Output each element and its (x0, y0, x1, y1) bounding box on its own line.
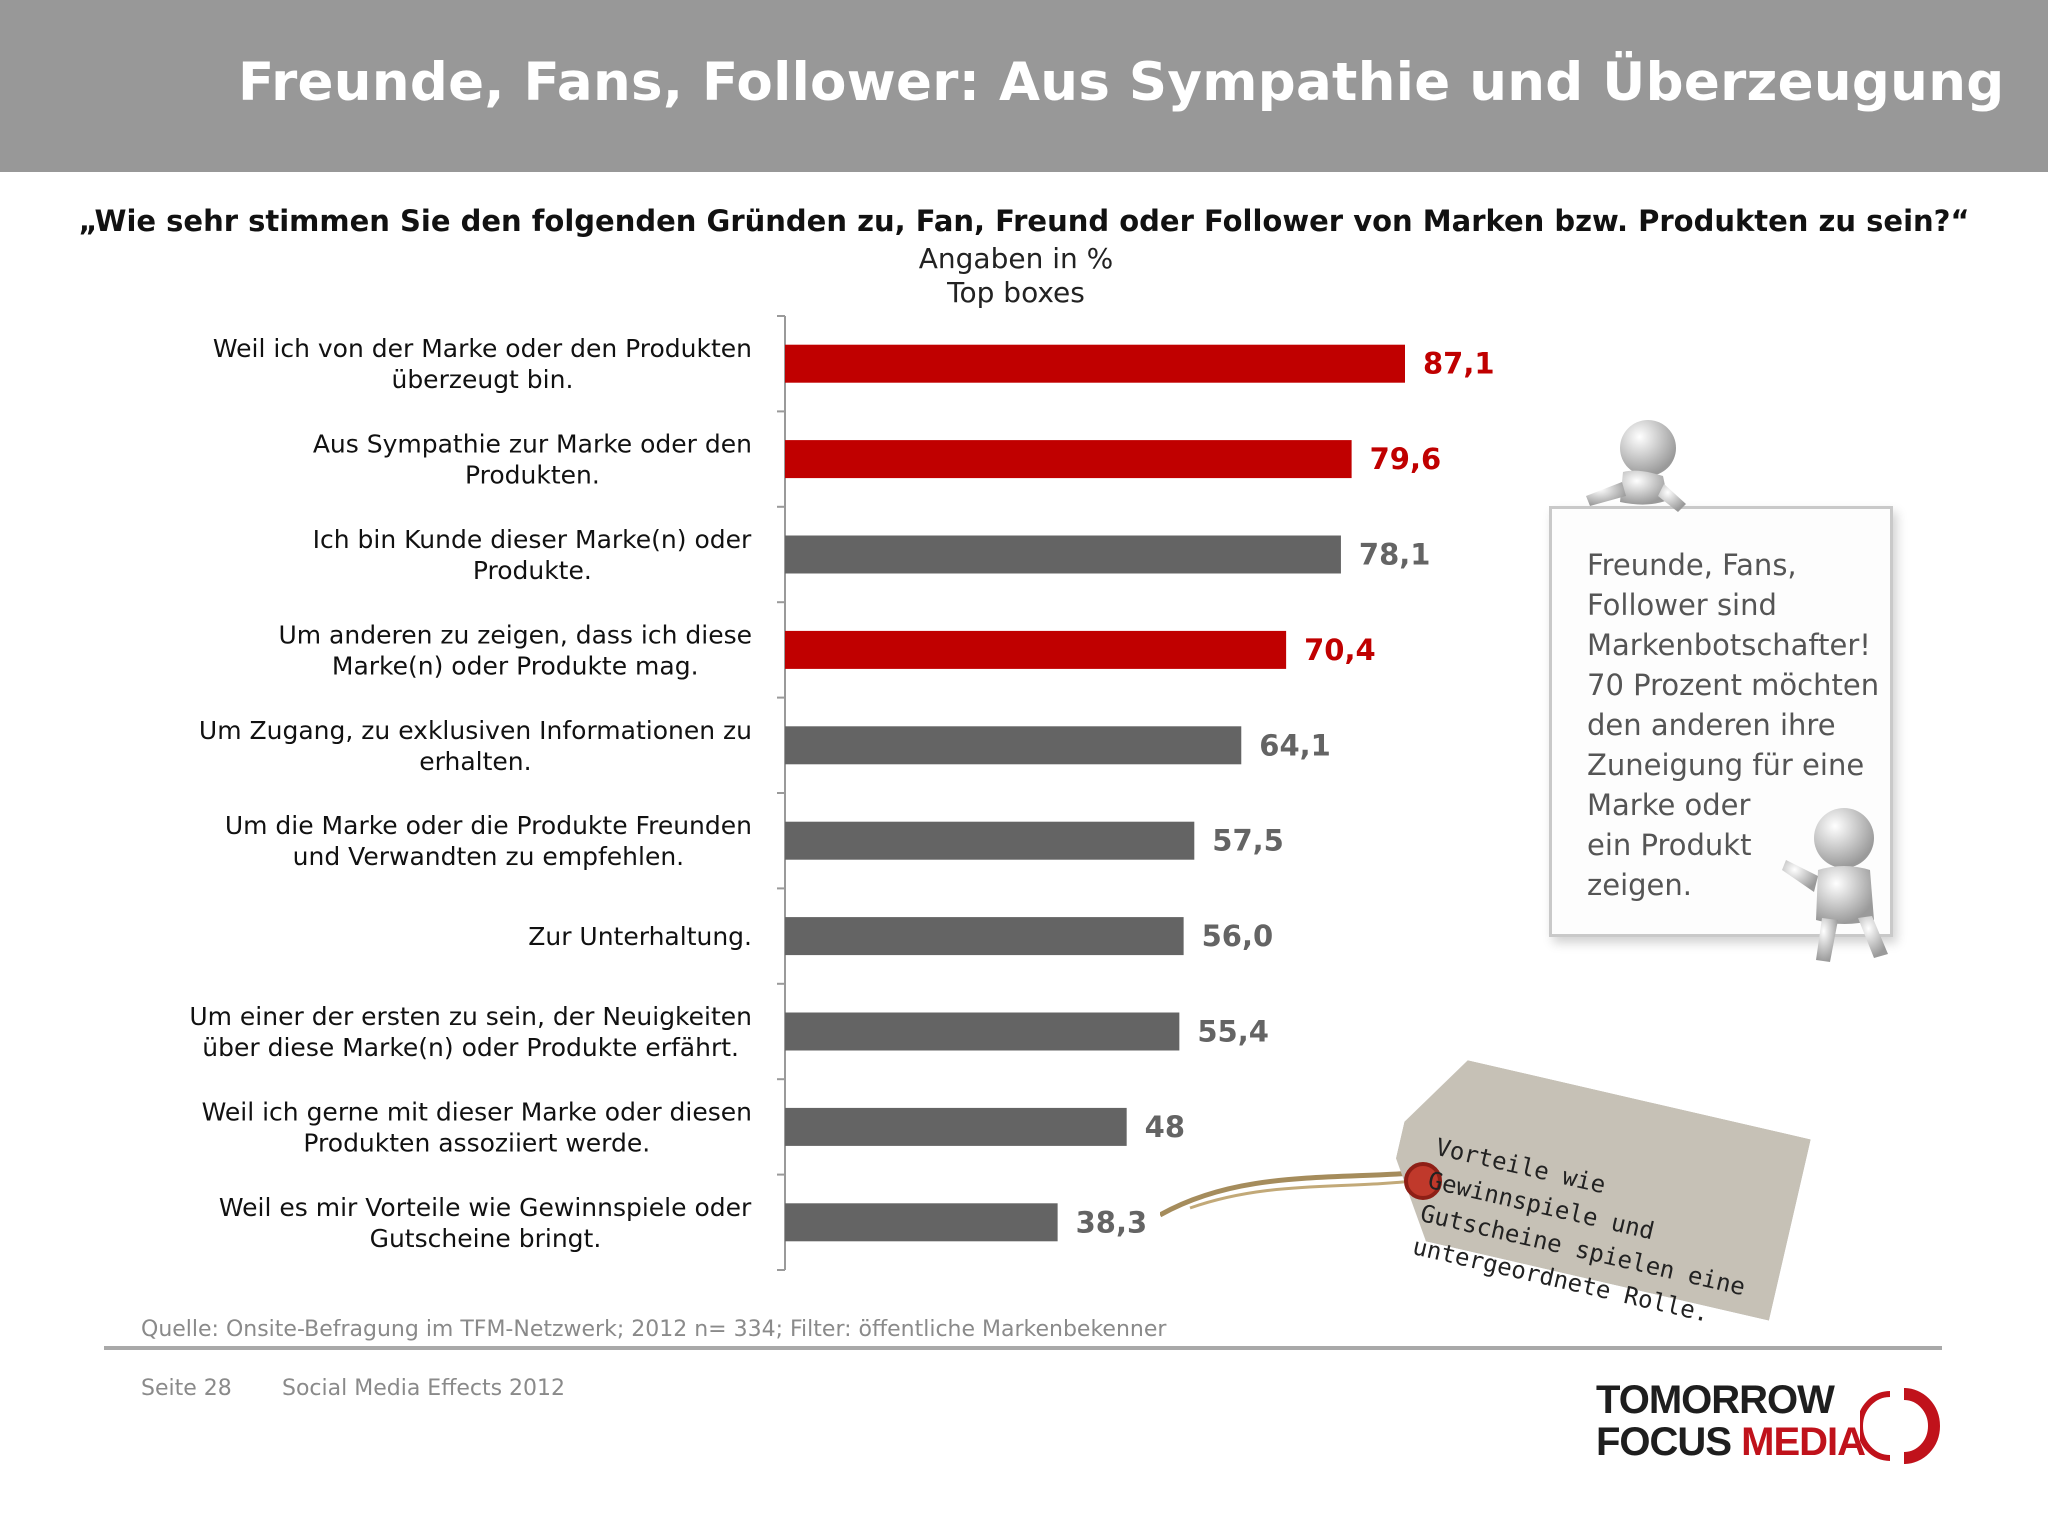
company-logo: TOMORROW FOCUS MEDIA (1596, 1378, 1946, 1464)
page-title: Freunde, Fans, Follower: Aus Sympathie u… (238, 52, 2005, 113)
page-number: Seite 28 (141, 1376, 232, 1401)
category-label: Gutscheine bringt. (370, 1224, 602, 1253)
category-label: Ich bin Kunde dieser Marke(n) oder (313, 525, 752, 554)
callout-line: Marke oder (1587, 788, 1751, 822)
category-label: und Verwandten zu empfehlen. (293, 842, 684, 871)
category-label: Um die Marke oder die Produkte Freunden (225, 811, 752, 840)
subtitle-unit: Angaben in % (918, 242, 1114, 275)
bar (785, 1203, 1058, 1242)
category-label: Um einer der ersten zu sein, der Neuigke… (189, 1002, 752, 1031)
category-label: Aus Sympathie zur Marke oder den (313, 430, 752, 459)
callout-line: ein Produkt (1587, 828, 1752, 862)
category-label: Um anderen zu zeigen, dass ich diese (278, 620, 752, 649)
tag-eyelet (1404, 1162, 1442, 1200)
bar-value-label: 56,0 (1202, 919, 1274, 953)
callout-line: Zuneigung für eine (1587, 748, 1865, 782)
source-note: Quelle: Onsite-Befragung im TFM-Netzwerk… (141, 1317, 1167, 1342)
category-label: überzeugt bin. (391, 365, 573, 394)
bar (785, 1107, 1127, 1146)
callout-line: Markenbotschafter! (1587, 628, 1871, 662)
bar (785, 440, 1352, 479)
logo-text-line2: FOCUS MEDIA (1596, 1420, 1866, 1465)
bar (785, 726, 1242, 765)
bar-value-label: 64,1 (1259, 728, 1331, 762)
category-label: erhalten. (419, 747, 531, 776)
bar-value-label: 70,4 (1304, 633, 1376, 667)
subtitle-topboxes: Top boxes (947, 276, 1085, 309)
bar-value-label: 55,4 (1197, 1015, 1269, 1049)
category-label: Um Zugang, zu exklusiven Informationen z… (199, 716, 752, 745)
header-bar: Freunde, Fans, Follower: Aus Sympathie u… (0, 0, 2048, 172)
figure-bottom-illustration (1782, 808, 1888, 962)
category-label: Zur Unterhaltung. (528, 922, 752, 951)
bar (785, 821, 1195, 860)
category-label: Weil es mir Vorteile wie Gewinnspiele od… (219, 1193, 752, 1222)
survey-question: „Wie sehr stimmen Sie den folgenden Grün… (78, 204, 1970, 238)
callout-line: zeigen. (1587, 868, 1692, 902)
callout-line: den anderen ihre (1587, 708, 1836, 742)
logo-text-media: MEDIA (1741, 1420, 1866, 1464)
logo-text-tomorrow: TOMORROW (1596, 1378, 1835, 1422)
bar (785, 344, 1405, 383)
tag-string (1160, 1169, 1431, 1218)
callout-line: 70 Prozent möchten (1587, 668, 1880, 702)
bar-value-label: 87,1 (1423, 347, 1495, 381)
bar-chart: 87,1 Weil ich von der Marke oder den Prod… (189, 315, 1495, 1271)
bar-value-label: 38,3 (1076, 1205, 1148, 1239)
category-label: Weil ich von der Marke oder den Produkte… (213, 334, 752, 363)
bar (785, 1012, 1180, 1051)
category-label: Weil ich gerne mit dieser Marke oder die… (202, 1097, 752, 1126)
logo-arc-icon (1860, 1388, 1940, 1464)
callout-line: Freunde, Fans, (1587, 548, 1797, 582)
category-label: über diese Marke(n) oder Produkte erfähr… (202, 1033, 739, 1062)
category-label: Produkten. (465, 461, 600, 490)
logo-text-focus: FOCUS (1596, 1420, 1732, 1464)
bar (785, 535, 1341, 574)
bar-value-label: 79,6 (1370, 442, 1442, 476)
bar (785, 630, 1287, 669)
category-label: Marke(n) oder Produkte mag. (332, 651, 699, 680)
callout-text: Freunde, Fans, Follower sind Markenbotsc… (1587, 545, 1887, 905)
callout-line: Follower sind (1587, 588, 1777, 622)
bar-value-label: 48 (1145, 1110, 1185, 1144)
figure-top-illustration (1586, 420, 1686, 512)
category-label: Produkten assoziiert werde. (303, 1128, 650, 1157)
bar-value-label: 78,1 (1359, 538, 1431, 572)
category-label: Produkte. (473, 556, 592, 585)
document-title: Social Media Effects 2012 (282, 1376, 566, 1401)
bar (785, 917, 1184, 956)
bar-value-label: 57,5 (1212, 824, 1284, 858)
footer-divider (104, 1346, 1942, 1350)
